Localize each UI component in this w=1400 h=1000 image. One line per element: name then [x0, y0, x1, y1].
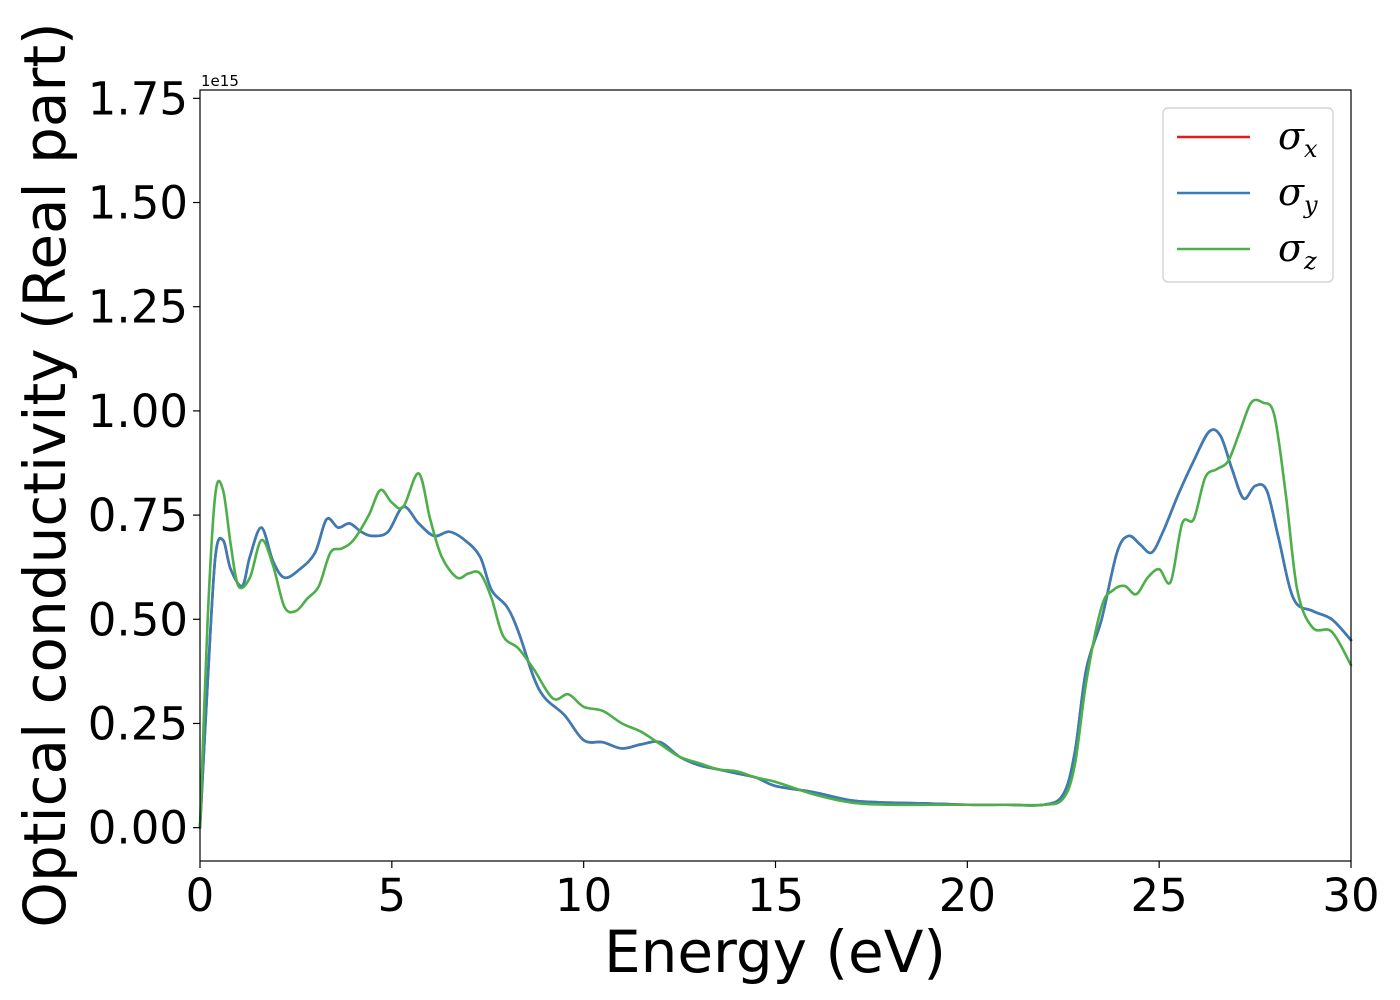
- x-tick-label: 5: [378, 869, 407, 922]
- legend-label-z: σz: [1278, 226, 1317, 275]
- y-axis: 0.00 0.25 0.50 0.75 1.00 1.25 1.50 1.75: [88, 72, 200, 855]
- x-axis-title: Energy (eV): [604, 918, 946, 986]
- y-tick-label: 0.25: [88, 697, 188, 750]
- x-tick-label: 20: [939, 869, 996, 922]
- legend-box: [1162, 107, 1334, 283]
- x-tick-label: 25: [1131, 869, 1188, 922]
- legend: σx σy σz: [1162, 107, 1334, 283]
- y-axis-title: Optical conductivity (Real part): [11, 22, 79, 927]
- y-tick-label: 1.75: [88, 72, 188, 125]
- y-tick-label: 1.00: [88, 385, 188, 438]
- series-layer: [198, 398, 1353, 829]
- y-tick-label: 0.75: [88, 489, 188, 542]
- x-axis: 0 5 10 15 20 25 30: [186, 861, 1380, 922]
- legend-label-y: σy: [1278, 170, 1318, 219]
- series-line-y: [198, 428, 1353, 829]
- x-tick-label: 0: [186, 869, 215, 922]
- y-tick-label: 0.50: [88, 593, 188, 646]
- y-tick-label: 0.00: [88, 802, 188, 855]
- legend-label-x: σx: [1278, 114, 1318, 163]
- x-tick-label: 30: [1322, 869, 1379, 922]
- series-line-z: [198, 398, 1353, 829]
- y-tick-label: 1.50: [88, 177, 188, 230]
- y-axis-offset-text: 1e15: [201, 72, 239, 90]
- x-tick-label: 15: [747, 869, 804, 922]
- legend-entries: σx σy σz: [1177, 114, 1318, 275]
- y-tick-label: 1.25: [88, 281, 188, 334]
- x-tick-label: 10: [555, 869, 612, 922]
